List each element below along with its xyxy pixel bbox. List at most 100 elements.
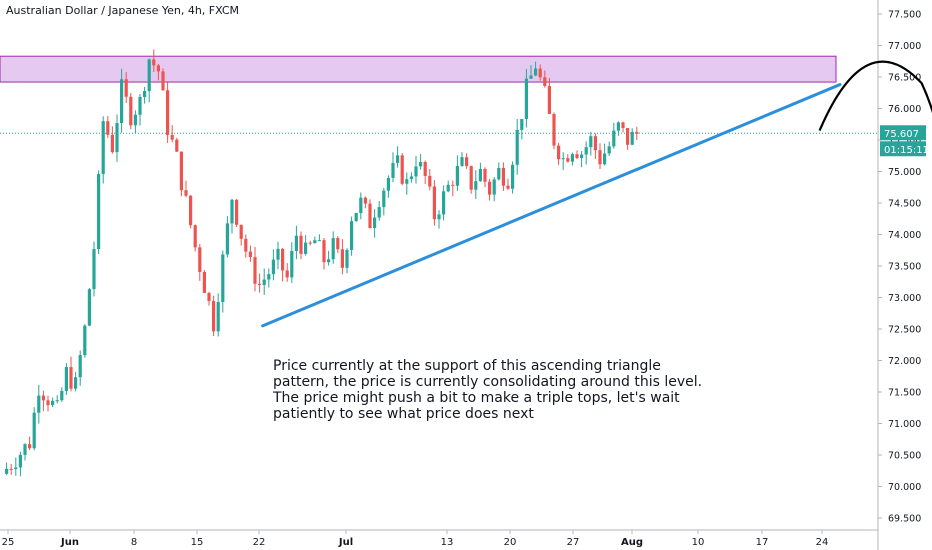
y-tick-label: 71.000	[888, 419, 921, 430]
candle-body	[630, 131, 634, 145]
candle-body	[97, 174, 101, 250]
candle-body	[294, 235, 298, 252]
candle-body	[621, 122, 625, 129]
x-tick-label: 10	[692, 537, 705, 548]
candle-body	[423, 161, 427, 176]
candle-body	[115, 123, 119, 153]
candle-body	[60, 390, 64, 401]
candle-body	[474, 181, 478, 190]
candle-body	[391, 162, 395, 178]
candle-body	[198, 247, 202, 272]
candle-body	[156, 65, 160, 72]
candle-body	[400, 155, 404, 184]
candle-body	[41, 395, 45, 401]
candle-body	[262, 279, 266, 285]
candle-body	[304, 242, 308, 254]
candle-body	[9, 468, 13, 470]
candle-body	[589, 136, 593, 148]
candle-body	[566, 158, 570, 162]
candle-body	[189, 195, 193, 226]
x-tick-label: 13	[441, 537, 454, 548]
y-tick-label: 77.000	[888, 41, 921, 52]
candle-body	[235, 199, 239, 225]
candle-body	[179, 151, 183, 191]
candle-body	[202, 271, 206, 293]
candle-body	[28, 444, 32, 449]
candle-body	[345, 249, 349, 268]
candle-body	[51, 400, 55, 406]
y-tick-label: 75.500	[888, 136, 921, 147]
candle-body	[276, 248, 280, 260]
candle-body	[212, 301, 216, 332]
candle-body	[575, 154, 579, 158]
candle-body	[221, 254, 225, 303]
candle-body	[511, 164, 515, 189]
candle-body	[64, 367, 68, 391]
candle-body	[37, 395, 41, 413]
candle-body	[469, 166, 473, 190]
x-tick-label: 25	[2, 537, 15, 548]
candle-body	[327, 259, 331, 263]
note-line: patiently to see what price does next	[273, 406, 534, 422]
candle-body	[5, 468, 9, 474]
x-tick-label: 20	[504, 537, 517, 548]
candle-body	[584, 147, 588, 155]
candle-body	[74, 377, 78, 389]
candle-body	[607, 146, 611, 154]
x-tick-label: 17	[756, 537, 769, 548]
candle-body	[129, 96, 133, 126]
candle-body	[603, 153, 607, 165]
candle-body	[285, 270, 289, 278]
y-tick-label: 76.000	[888, 104, 921, 115]
x-tick-label: 22	[253, 537, 266, 548]
candle-body	[152, 59, 156, 66]
candle-body	[308, 242, 312, 244]
candle-body	[161, 71, 165, 91]
candle-body	[534, 68, 538, 76]
candle-body	[92, 249, 96, 290]
candle-body	[488, 181, 492, 195]
y-tick-label: 73.000	[888, 293, 921, 304]
candle-body	[478, 168, 482, 182]
candle-body	[414, 166, 418, 177]
candle-body	[524, 78, 528, 119]
candle-body	[377, 207, 381, 218]
candle-body	[23, 444, 27, 455]
candle-body	[405, 179, 409, 184]
y-tick-label: 71.500	[888, 388, 921, 399]
candle-body	[570, 154, 574, 162]
candle-body	[87, 289, 91, 326]
candle-body	[313, 240, 317, 244]
y-tick-label: 74.500	[888, 199, 921, 210]
candle-body	[501, 167, 505, 186]
support-trendline[interactable]	[261, 83, 842, 328]
candle-body	[396, 155, 400, 163]
candle-body	[552, 113, 556, 146]
candle-body	[101, 121, 105, 175]
countdown-label: 01:15:11	[884, 145, 929, 156]
candle-body	[506, 185, 510, 189]
candle-body	[46, 400, 50, 406]
candle-body	[446, 184, 450, 192]
candle-body	[124, 79, 128, 97]
candle-body	[547, 86, 551, 114]
x-tick-label: 24	[816, 537, 829, 548]
candle-body	[455, 165, 459, 186]
candle-body	[363, 197, 367, 204]
y-tick-label: 77.500	[888, 10, 921, 21]
y-tick-label: 70.000	[888, 482, 921, 493]
candle-body	[271, 259, 275, 275]
y-tick-label: 72.000	[888, 356, 921, 367]
candle-body	[207, 292, 211, 302]
candle-body	[432, 186, 436, 220]
candle-body	[340, 249, 344, 268]
candle-body	[253, 257, 257, 284]
candle-body	[299, 235, 303, 254]
note-line: pattern, the price is currently consolid…	[273, 374, 703, 390]
y-tick-label: 72.500	[888, 325, 921, 336]
candle-body	[580, 154, 584, 158]
candle-body	[593, 136, 597, 151]
candle-body	[239, 224, 243, 239]
